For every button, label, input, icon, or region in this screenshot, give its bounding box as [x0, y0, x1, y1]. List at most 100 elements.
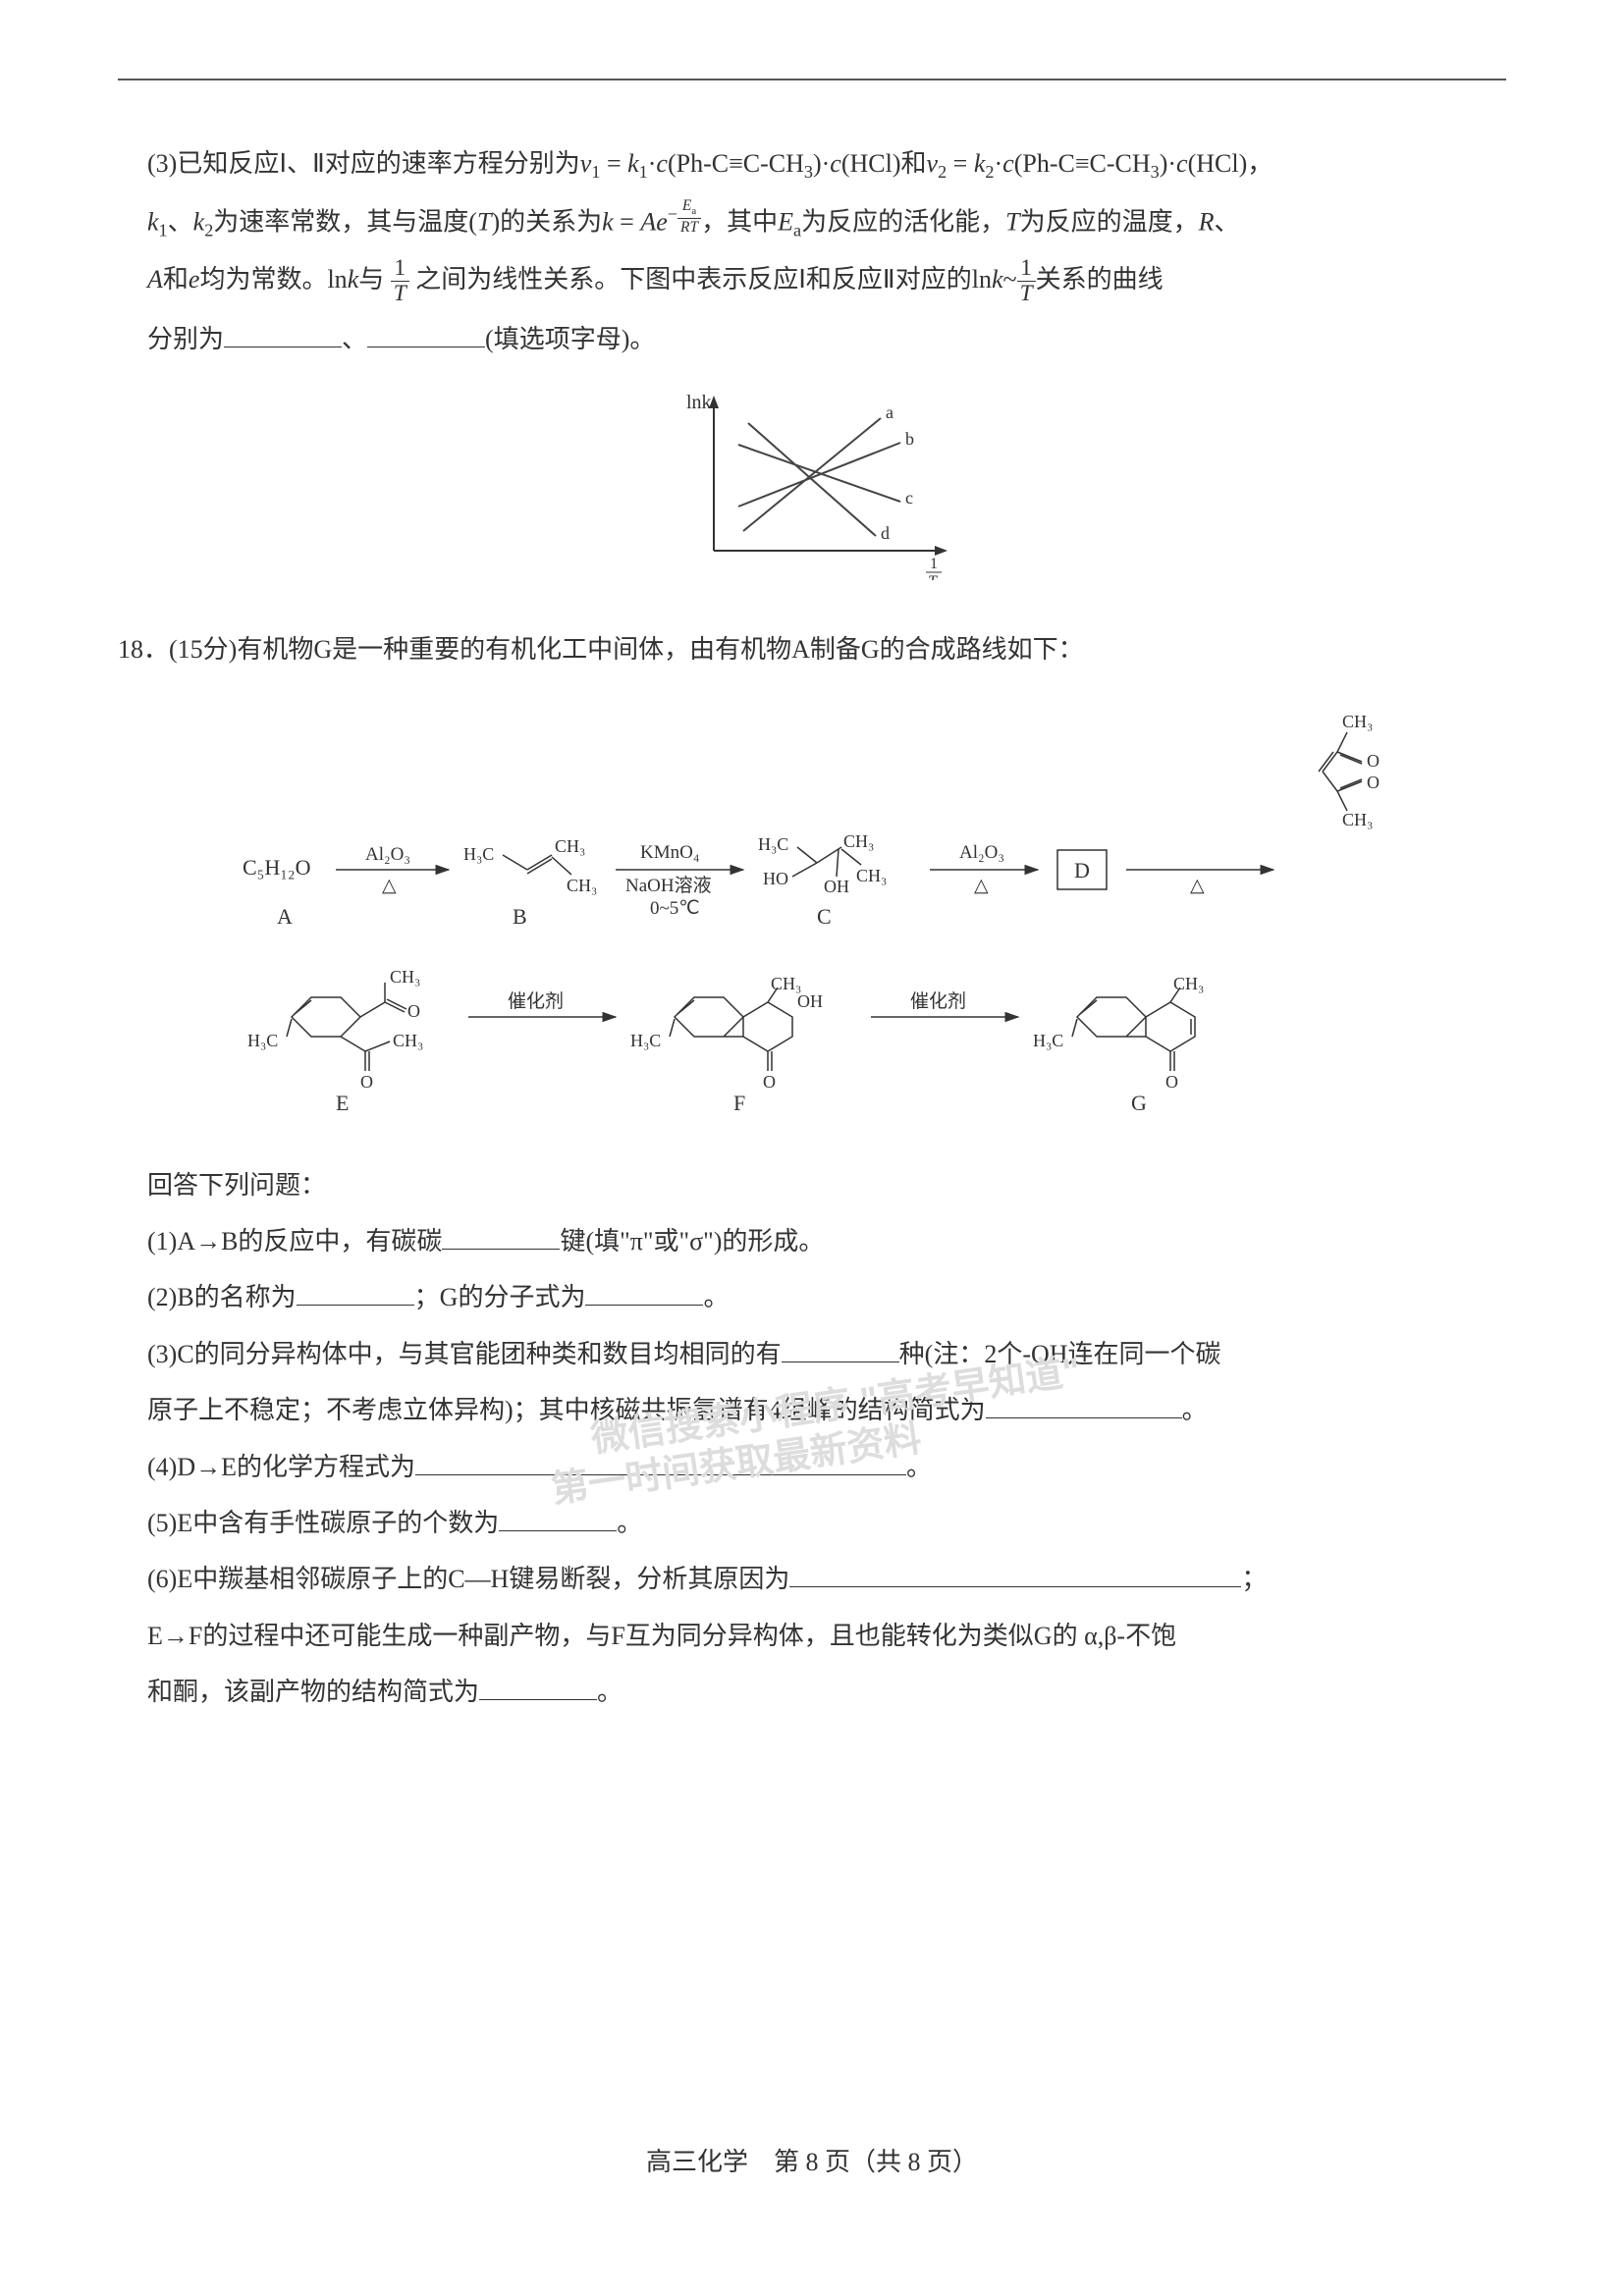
q3-l3-k2: k — [992, 265, 1003, 294]
q3-blank1 — [224, 317, 342, 347]
reagent4-bot: △ — [1190, 876, 1205, 896]
chart-line-d: d — [881, 523, 890, 543]
q3-eq1: = — [600, 149, 627, 178]
q18-sub6-d: 和酮，该副产物的结构简式为 — [147, 1678, 479, 1706]
q3-l4-t3: (填选项字母)。 — [485, 325, 655, 353]
chart-line-c: c — [905, 488, 913, 507]
q3-arr-neg: − — [668, 204, 677, 224]
svg-text:O: O — [1367, 751, 1380, 771]
q3-arr-RT: RT — [677, 219, 701, 236]
q3-arg3: (Ph-C≡C-CH — [1014, 149, 1151, 178]
q3-l3-k: k — [348, 265, 359, 294]
svg-text:H₃C: H₃C — [758, 834, 788, 854]
q3-c3: c — [1002, 149, 1014, 178]
svg-text:H₃C: H₃C — [630, 1031, 661, 1050]
q3-l4-t2: 、 — [342, 325, 367, 353]
q18-sub3-c: 原子上不稳定；不考虑立体异构)；其中核磁共振氢谱有4组峰的结构简式为 — [147, 1396, 986, 1424]
synthesis-route: CH₃ O O CH₃ C₅H₁₂O A Al₂O₃ △ — [118, 703, 1506, 1131]
q18-sub2: (2)B的名称为；G的分子式为。 — [147, 1273, 1506, 1321]
reagent6: 催化剂 — [910, 990, 966, 1012]
q3-line2: k1、k2为速率常数，其与温度(T)的关系为k = Ae−EaRT，其中Ea为反… — [147, 197, 1506, 247]
q3-blank2 — [367, 317, 485, 347]
q3-arr-k: k — [602, 207, 614, 236]
q18-sub6-a: (6)E中羰基相邻碳原子上的C—H键易断裂，分析其原因为 — [147, 1565, 789, 1593]
q18-sub2-blank1 — [297, 1275, 414, 1306]
lnk-chart: lnk 1 T a b c d — [655, 384, 969, 580]
q3-l3-t5: 关系的曲线 — [1036, 265, 1164, 294]
svg-text:O: O — [763, 1072, 776, 1092]
reagent5: 催化剂 — [508, 990, 564, 1012]
q18-sub1: (1)A→B的反应中，有碳碳键(填"π"或"σ")的形成。 — [147, 1217, 1506, 1265]
q3-c4: c — [1176, 149, 1188, 178]
q3-arr-A: A — [640, 207, 656, 236]
q3-l2-t6: 、 — [1214, 207, 1239, 236]
q18-sub1-b: 键(填"π"或"σ")的形成。 — [560, 1227, 824, 1255]
q18-sub5-a: (5)E中含有手性碳原子的个数为 — [147, 1509, 499, 1537]
page-footer: 高三化学 第 8 页（共 8 页） — [0, 2142, 1624, 2178]
q3-arr-exp: −EaRT — [668, 204, 701, 224]
q3-l3-frac2-num: 1 — [1017, 256, 1036, 283]
q3-v1: v — [580, 149, 592, 178]
svg-text:CH₃: CH₃ — [1342, 712, 1373, 731]
q18-sub2-a: (2)B的名称为 — [147, 1283, 297, 1311]
q3-line4: 分别为 、 (填选项字母)。 — [147, 315, 1506, 363]
chart-ylabel: lnk — [686, 392, 712, 413]
svg-text:CH₃: CH₃ — [555, 836, 585, 856]
label-a: A — [277, 904, 293, 929]
chart-xlabel: T — [928, 573, 938, 580]
q18-sub1-blank — [442, 1219, 560, 1250]
q18-number: 18． — [118, 635, 169, 664]
q3-arr-Ea-sub: a — [691, 205, 696, 217]
q3-l2-sep: 、 — [168, 207, 193, 236]
q18-sub2-c: 。 — [703, 1283, 729, 1311]
q18-sub3: (3)C的同分异构体中，与其官能团种类和数目均相同的有种(注：2个-OH连在同一… — [147, 1330, 1506, 1378]
label-c: C — [817, 904, 832, 929]
q18-sub6: (6)E中羰基相邻碳原子上的C—H键易断裂，分析其原因为 ； — [147, 1555, 1506, 1603]
q3-l2-t2: )的关系为 — [491, 207, 602, 236]
q3-l3-t1: 和 — [163, 265, 189, 294]
q3-arg1-close: )· — [813, 149, 830, 178]
q3-arr-e: e — [656, 207, 668, 236]
q3-l2-t3: ，其中 — [701, 207, 778, 236]
synthesis-svg: CH₃ O O CH₃ C₅H₁₂O A Al₂O₃ △ — [174, 703, 1450, 1115]
q18-sub5-blank — [499, 1501, 617, 1531]
q18-answer-header: 回答下列问题： — [147, 1161, 1506, 1209]
label-g: G — [1131, 1091, 1147, 1115]
q3-l3-frac-num: 1 — [391, 256, 409, 283]
reagent2-top: KMnO₄ — [640, 842, 699, 863]
svg-text:CH₃: CH₃ — [856, 866, 887, 885]
label-f: F — [733, 1091, 745, 1115]
q3-arg2: (HCl) — [841, 149, 901, 178]
svg-text:O: O — [1367, 773, 1380, 792]
q18-sub5: (5)E中含有手性碳原子的个数为。 — [147, 1499, 1506, 1547]
q3-l3-e: e — [189, 265, 200, 294]
q3-arg1: (Ph-C≡C-CH — [668, 149, 804, 178]
q18-sub4-blank — [415, 1444, 906, 1474]
svg-text:CH₃: CH₃ — [567, 876, 597, 895]
q3-l2-Ea-sub: a — [793, 220, 801, 240]
q3-l4-t1: 分别为 — [147, 325, 224, 353]
q3-l2-t4: 为反应的活化能， — [801, 207, 1005, 236]
q3-l2-T: T — [477, 207, 491, 236]
q3-l2-k2-sub: 2 — [204, 220, 213, 240]
q3-l3-frac2-den: T — [1017, 282, 1036, 307]
q18-sub6-b: ； — [1241, 1565, 1267, 1593]
q18-sub6-line2: E→F的过程中还可能生成一种副产物，与F互为同分异构体，且也能转化为类似G的 α… — [147, 1612, 1506, 1660]
svg-text:OH: OH — [797, 991, 823, 1011]
svg-text:O: O — [360, 1072, 373, 1092]
q18-sub4: (4)D→E的化学方程式为。 — [147, 1443, 1506, 1491]
reagent1-bot: △ — [382, 876, 397, 896]
q3-l2-t5: 为反应的温度， — [1020, 207, 1199, 236]
q3-l3-t3: 与 — [358, 265, 391, 294]
q3-v2-sub: 2 — [938, 162, 947, 182]
page-content: (3)已知反应Ⅰ、Ⅱ对应的速率方程分别为v1 = k1·c(Ph-C≡C-CH3… — [118, 139, 1506, 1717]
q18-intro: 有机物G是一种重要的有机化工中间体，由有机物A制备G的合成路线如下： — [237, 635, 1083, 664]
q18-sub6-line3: 和酮，该副产物的结构简式为。 — [147, 1668, 1506, 1716]
q3-l2-k2: k — [193, 207, 205, 236]
q3-l2-R: R — [1199, 207, 1215, 236]
reagent3-top: Al₂O₃ — [959, 842, 1004, 863]
q18-sub6-blank2 — [479, 1670, 597, 1700]
reagent2-mid: NaOH溶液 — [625, 875, 712, 896]
label-b: B — [513, 904, 527, 929]
q3-arr-eq: = — [614, 207, 641, 236]
